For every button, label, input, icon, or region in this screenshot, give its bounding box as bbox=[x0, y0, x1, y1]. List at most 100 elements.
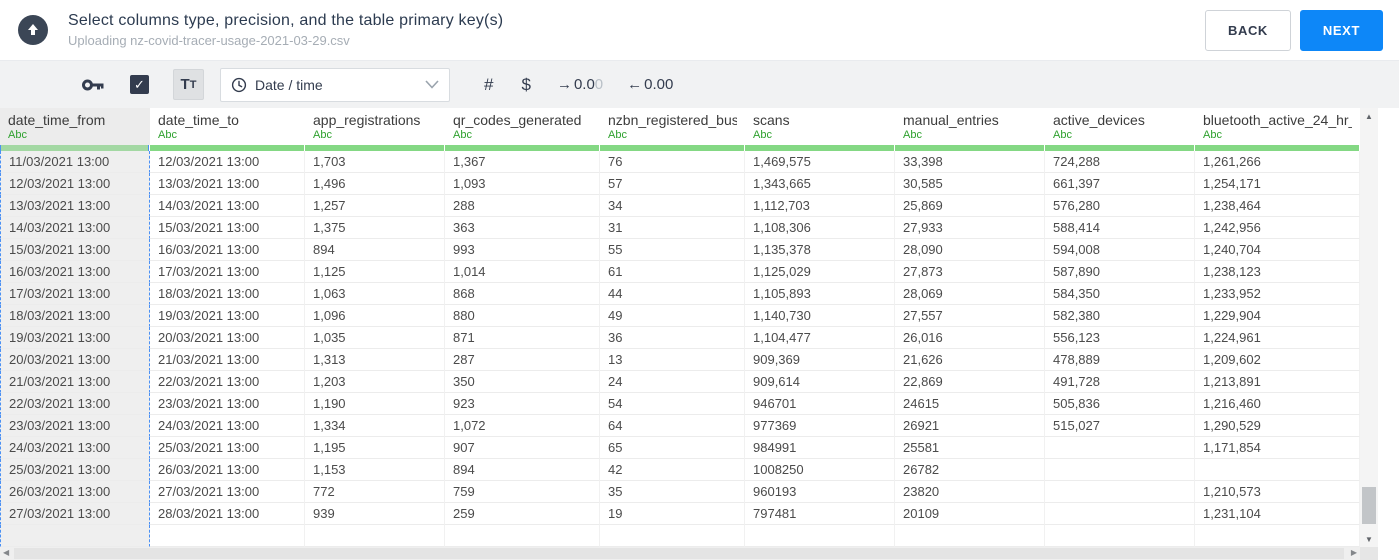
table-cell[interactable]: 30,585 bbox=[895, 173, 1045, 195]
table-cell[interactable]: 13/03/2021 13:00 bbox=[0, 195, 150, 217]
table-cell[interactable]: 24/03/2021 13:00 bbox=[0, 437, 150, 459]
table-cell[interactable]: 977369 bbox=[745, 415, 895, 437]
table-cell[interactable]: 57 bbox=[600, 173, 745, 195]
header-cell[interactable]: qr_codes_generated Abc bbox=[445, 108, 600, 145]
table-cell[interactable]: 772 bbox=[305, 481, 445, 503]
primary-key-icon[interactable] bbox=[82, 78, 104, 92]
table-cell[interactable]: 1,171,854 bbox=[1195, 437, 1360, 459]
table-cell[interactable]: 584,350 bbox=[1045, 283, 1195, 305]
table-cell[interactable]: 28,069 bbox=[895, 283, 1045, 305]
table-cell[interactable]: 14/03/2021 13:00 bbox=[150, 195, 305, 217]
table-cell[interactable]: 960193 bbox=[745, 481, 895, 503]
table-cell[interactable]: 1,135,378 bbox=[745, 239, 895, 261]
table-cell[interactable]: 24/03/2021 13:00 bbox=[150, 415, 305, 437]
table-cell[interactable]: 27,873 bbox=[895, 261, 1045, 283]
table-cell[interactable]: 35 bbox=[600, 481, 745, 503]
table-cell[interactable]: 894 bbox=[305, 239, 445, 261]
table-cell[interactable] bbox=[0, 525, 150, 547]
table-cell[interactable]: 363 bbox=[445, 217, 600, 239]
table-cell[interactable]: 1,313 bbox=[305, 349, 445, 371]
table-cell[interactable]: 25,869 bbox=[895, 195, 1045, 217]
table-cell[interactable]: 588,414 bbox=[1045, 217, 1195, 239]
table-cell[interactable] bbox=[895, 525, 1045, 547]
table-cell[interactable]: 1,290,529 bbox=[1195, 415, 1360, 437]
table-cell[interactable]: 576,280 bbox=[1045, 195, 1195, 217]
table-cell[interactable]: 1,229,904 bbox=[1195, 305, 1360, 327]
table-cell[interactable]: 26782 bbox=[895, 459, 1045, 481]
table-cell[interactable]: 19 bbox=[600, 503, 745, 525]
table-cell[interactable]: 491,728 bbox=[1045, 371, 1195, 393]
table-cell[interactable]: 64 bbox=[600, 415, 745, 437]
table-cell[interactable]: 946701 bbox=[745, 393, 895, 415]
table-cell[interactable] bbox=[1045, 525, 1195, 547]
table-cell[interactable] bbox=[1045, 459, 1195, 481]
table-cell[interactable]: 939 bbox=[305, 503, 445, 525]
header-cell[interactable]: date_time_from Abc bbox=[0, 108, 150, 145]
table-cell[interactable]: 36 bbox=[600, 327, 745, 349]
table-cell[interactable]: 259 bbox=[445, 503, 600, 525]
table-cell[interactable]: 1,125,029 bbox=[745, 261, 895, 283]
table-cell[interactable]: 894 bbox=[445, 459, 600, 481]
table-cell[interactable]: 661,397 bbox=[1045, 173, 1195, 195]
column-enabled-checkbox[interactable]: ✓ bbox=[130, 75, 149, 94]
header-cell[interactable]: scans Abc bbox=[745, 108, 895, 145]
table-cell[interactable]: 55 bbox=[600, 239, 745, 261]
scroll-left-arrow-icon[interactable]: ◀ bbox=[3, 548, 10, 557]
header-cell[interactable]: manual_entries Abc bbox=[895, 108, 1045, 145]
table-cell[interactable]: 25581 bbox=[895, 437, 1045, 459]
table-cell[interactable]: 1,105,893 bbox=[745, 283, 895, 305]
table-cell[interactable]: 61 bbox=[600, 261, 745, 283]
header-cell[interactable]: app_registrations Abc bbox=[305, 108, 445, 145]
table-cell[interactable]: 880 bbox=[445, 305, 600, 327]
table-cell[interactable]: 287 bbox=[445, 349, 600, 371]
table-cell[interactable]: 1,203 bbox=[305, 371, 445, 393]
header-cell[interactable]: nzbn_registered_busineAbc bbox=[600, 108, 745, 145]
table-cell[interactable]: 984991 bbox=[745, 437, 895, 459]
table-cell[interactable]: 288 bbox=[445, 195, 600, 217]
table-cell[interactable]: 993 bbox=[445, 239, 600, 261]
table-cell[interactable]: 27,557 bbox=[895, 305, 1045, 327]
table-cell[interactable]: 1,238,123 bbox=[1195, 261, 1360, 283]
table-cell[interactable]: 26921 bbox=[895, 415, 1045, 437]
table-cell[interactable]: 28/03/2021 13:00 bbox=[150, 503, 305, 525]
table-cell[interactable]: 19/03/2021 13:00 bbox=[0, 327, 150, 349]
table-cell[interactable] bbox=[745, 525, 895, 547]
table-cell[interactable]: 27/03/2021 13:00 bbox=[0, 503, 150, 525]
table-cell[interactable]: 12/03/2021 13:00 bbox=[150, 151, 305, 173]
table-cell[interactable]: 23/03/2021 13:00 bbox=[150, 393, 305, 415]
table-cell[interactable]: 1,367 bbox=[445, 151, 600, 173]
table-cell[interactable]: 1,240,704 bbox=[1195, 239, 1360, 261]
table-cell[interactable]: 16/03/2021 13:00 bbox=[150, 239, 305, 261]
table-cell[interactable]: 1,096 bbox=[305, 305, 445, 327]
table-cell[interactable]: 1,261,266 bbox=[1195, 151, 1360, 173]
table-cell[interactable]: 27/03/2021 13:00 bbox=[150, 481, 305, 503]
table-cell[interactable]: 1,469,575 bbox=[745, 151, 895, 173]
increase-precision-button[interactable]: → 0.0 0 bbox=[545, 76, 615, 93]
table-cell[interactable]: 556,123 bbox=[1045, 327, 1195, 349]
table-cell[interactable]: 1,195 bbox=[305, 437, 445, 459]
number-type-button[interactable]: # bbox=[484, 74, 494, 94]
table-cell[interactable]: 797481 bbox=[745, 503, 895, 525]
table-cell[interactable]: 26/03/2021 13:00 bbox=[150, 459, 305, 481]
table-cell[interactable]: 1,063 bbox=[305, 283, 445, 305]
table-cell[interactable]: 1,125 bbox=[305, 261, 445, 283]
table-cell[interactable]: 21,626 bbox=[895, 349, 1045, 371]
table-cell[interactable] bbox=[600, 525, 745, 547]
table-cell[interactable]: 14/03/2021 13:00 bbox=[0, 217, 150, 239]
table-cell[interactable]: 22,869 bbox=[895, 371, 1045, 393]
header-cell[interactable]: date_time_to Abc bbox=[150, 108, 305, 145]
table-cell[interactable]: 1,233,952 bbox=[1195, 283, 1360, 305]
table-cell[interactable]: 907 bbox=[445, 437, 600, 459]
scroll-right-arrow-icon[interactable]: ▶ bbox=[1350, 548, 1357, 557]
table-cell[interactable]: 13 bbox=[600, 349, 745, 371]
table-cell[interactable]: 17/03/2021 13:00 bbox=[0, 283, 150, 305]
table-cell[interactable]: 1,216,460 bbox=[1195, 393, 1360, 415]
table-cell[interactable] bbox=[305, 525, 445, 547]
horizontal-scrollbar[interactable]: ◀ ▶ bbox=[0, 547, 1360, 560]
table-cell[interactable]: 25/03/2021 13:00 bbox=[0, 459, 150, 481]
table-cell[interactable]: 15/03/2021 13:00 bbox=[0, 239, 150, 261]
table-cell[interactable]: 759 bbox=[445, 481, 600, 503]
table-cell[interactable]: 1,254,171 bbox=[1195, 173, 1360, 195]
table-cell[interactable]: 871 bbox=[445, 327, 600, 349]
